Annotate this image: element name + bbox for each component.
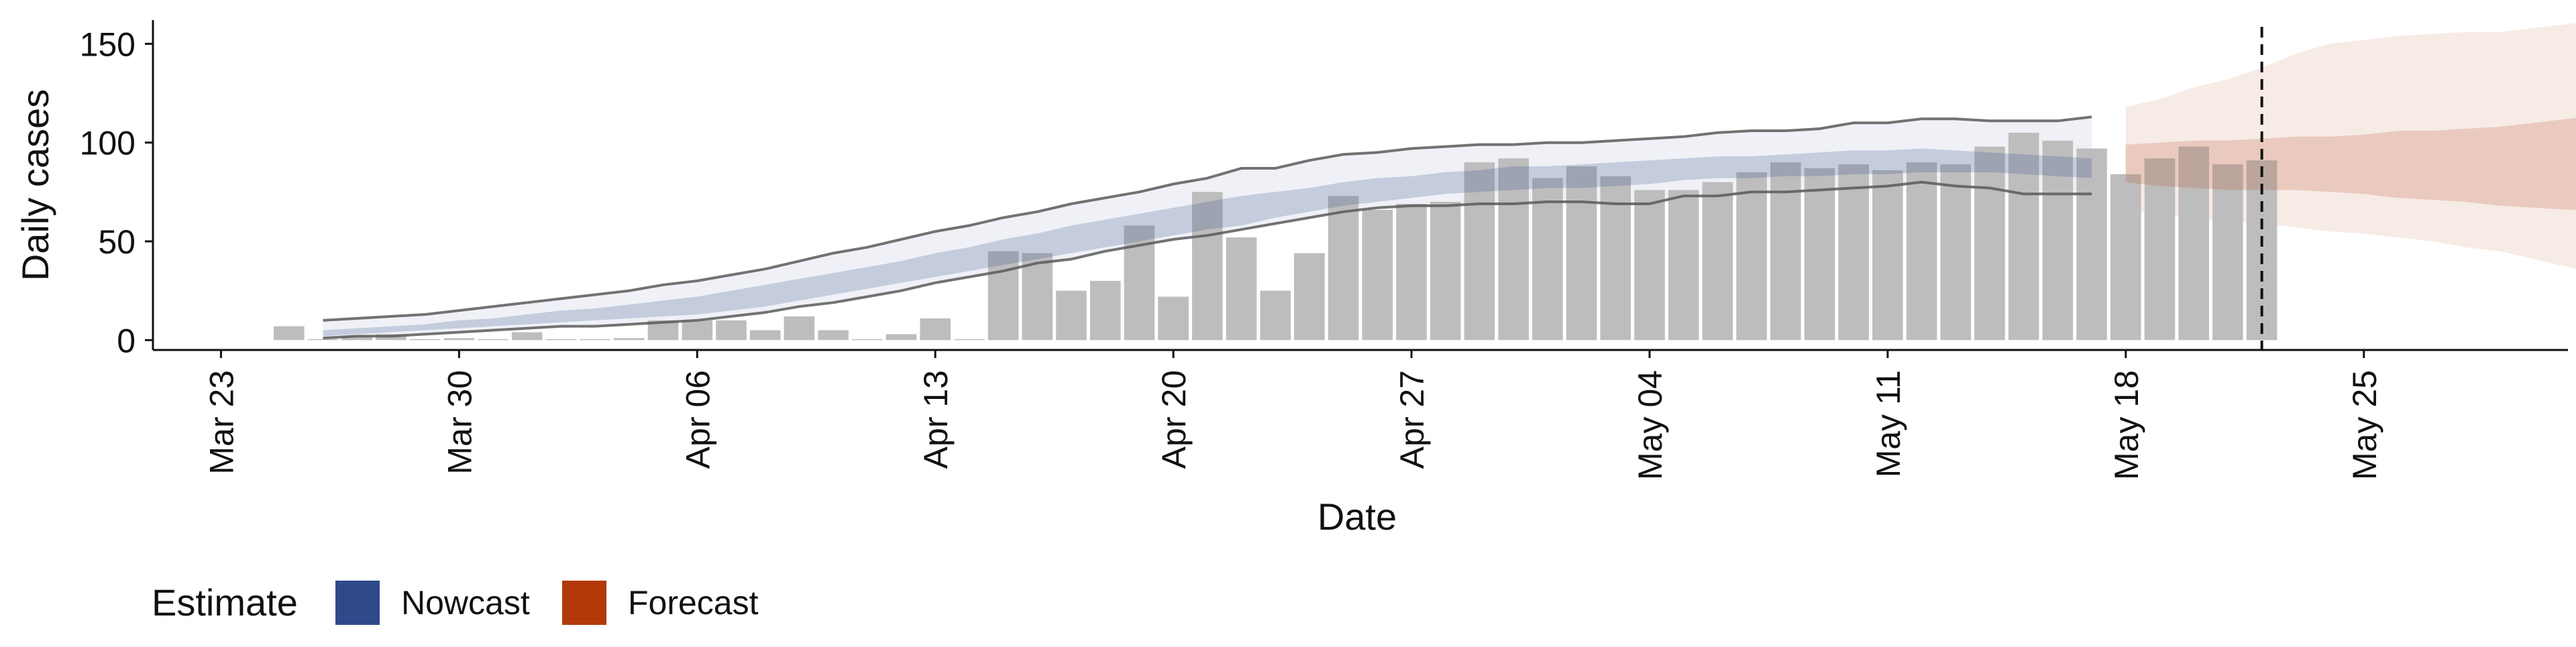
- bar: [954, 339, 985, 341]
- legend-key-nowcast: [335, 581, 380, 625]
- bar: [580, 339, 610, 341]
- bar: [1396, 204, 1427, 340]
- bar: [1770, 162, 1801, 340]
- y-tick-label: 50: [98, 223, 136, 261]
- bar: [1226, 237, 1257, 340]
- bar: [1838, 164, 1869, 340]
- bar: [1805, 168, 1835, 340]
- x-axis-title: Date: [1318, 495, 1397, 538]
- bar: [546, 339, 577, 341]
- x-tick-label: May 18: [2108, 370, 2145, 480]
- legend: Estimate Nowcast Forecast: [152, 581, 759, 625]
- bar: [682, 320, 713, 341]
- bar: [1158, 297, 1189, 341]
- x-tick-label: Apr 06: [679, 370, 716, 469]
- bar: [1907, 162, 1937, 340]
- bar: [750, 331, 781, 341]
- bar: [614, 338, 645, 340]
- x-tick-label: Apr 27: [1393, 370, 1431, 469]
- bar: [308, 339, 339, 341]
- bar: [1294, 253, 1325, 341]
- bar: [1941, 164, 1972, 340]
- y-tick-label: 150: [80, 25, 136, 63]
- x-tick-label: May 11: [1870, 370, 1907, 477]
- bar: [478, 339, 508, 341]
- bar: [920, 318, 951, 340]
- bar: [1736, 172, 1767, 340]
- x-tick-label: May 25: [2346, 370, 2383, 480]
- bar: [2110, 174, 2141, 341]
- legend-title: Estimate: [152, 581, 298, 624]
- bar: [444, 338, 475, 340]
- bar: [1328, 196, 1359, 340]
- bar: [2212, 164, 2243, 340]
- bar: [784, 316, 815, 340]
- y-axis-title: Daily cases: [14, 89, 56, 281]
- bar: [886, 334, 917, 340]
- legend-label-nowcast: Nowcast: [401, 584, 530, 622]
- y-tick-label: 100: [80, 125, 136, 162]
- legend-key-forecast: [562, 581, 606, 625]
- bar: [1566, 166, 1597, 340]
- bar: [512, 333, 543, 341]
- bar: [1362, 210, 1393, 340]
- bar: [1668, 190, 1699, 340]
- bar: [1260, 291, 1291, 341]
- bar: [1601, 176, 1631, 341]
- bar: [410, 339, 441, 341]
- bar: [716, 320, 747, 341]
- x-tick-label: Mar 23: [203, 370, 240, 475]
- y-tick-label: 0: [117, 322, 136, 359]
- x-tick-label: Apr 20: [1155, 370, 1193, 469]
- bar: [1634, 190, 1665, 340]
- x-tick-label: May 04: [1631, 370, 1669, 480]
- bar: [1090, 281, 1121, 340]
- x-tick-label: Mar 30: [441, 370, 478, 475]
- bar: [1974, 147, 2005, 341]
- bar: [852, 339, 883, 341]
- x-tick-label: Apr 13: [917, 370, 955, 469]
- bar: [818, 331, 849, 341]
- bar: [1056, 291, 1087, 341]
- bar: [1872, 170, 1903, 340]
- legend-label-forecast: Forecast: [628, 584, 759, 622]
- bar: [1430, 202, 1461, 340]
- bar: [274, 327, 305, 341]
- bar: [1703, 182, 1733, 341]
